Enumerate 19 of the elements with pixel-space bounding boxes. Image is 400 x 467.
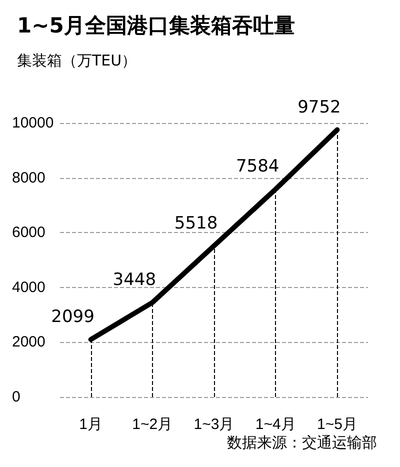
data-label: 7584 [236,156,280,177]
x-tick-label: 1~4月 [255,416,296,433]
source-note: 数据来源：交通运输部 [227,434,377,452]
data-label: 9752 [298,97,341,118]
y-tick-label: 6000 [12,224,46,242]
x-tick-label: 1~2月 [132,416,173,433]
y-tick-label: 10000 [12,114,54,132]
y-tick-label: 0 [12,388,20,406]
y-tick-label: 2000 [12,334,46,351]
y-axis-title: 集装箱（万TEU） [17,52,137,70]
data-label: 5518 [174,213,218,234]
data-label: 3448 [112,270,156,290]
x-tick-label: 1~5月 [316,416,358,433]
x-tick-label: 1~3月 [194,416,234,433]
chart-title: 1~5月全国港口集装箱吞吐量 [17,14,295,38]
x-tick-label: 1月 [79,416,102,433]
data-label: 2099 [51,306,94,327]
y-tick-label: 4000 [12,278,46,296]
y-tick-label: 8000 [12,169,46,186]
